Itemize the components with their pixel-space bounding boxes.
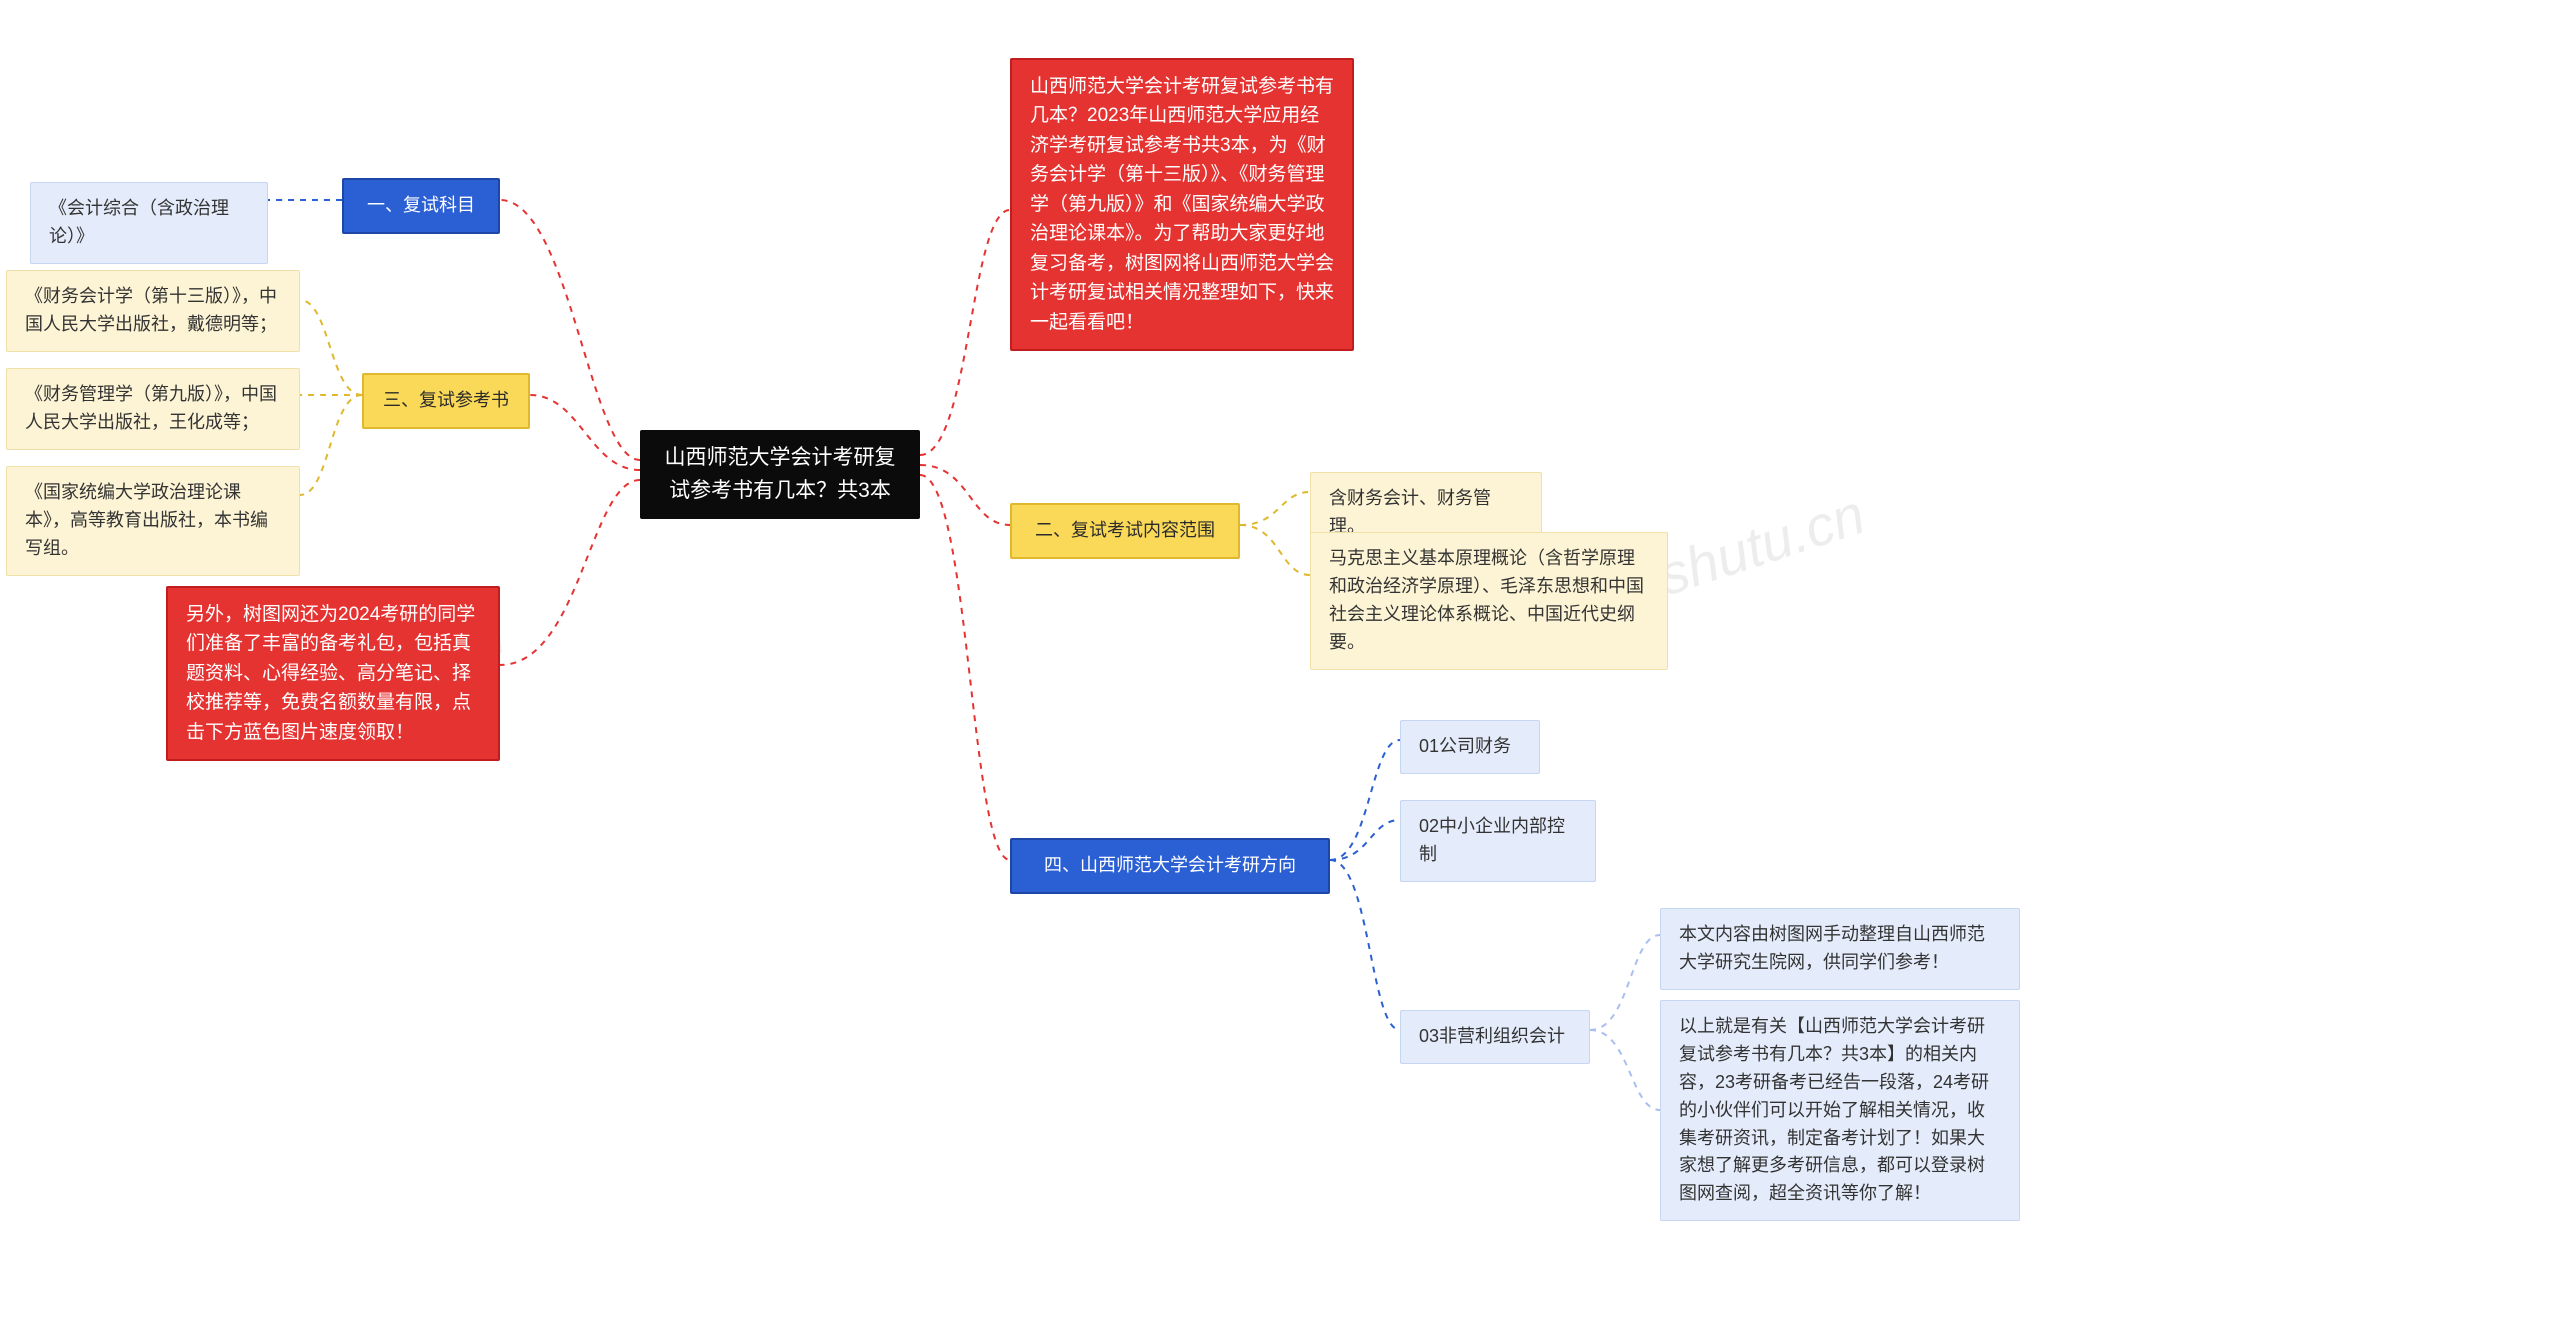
r0-intro-block: 山西师范大学会计考研复试参考书有几本？2023年山西师范大学应用经济学考研复试参…	[1010, 58, 1354, 351]
l1b-leaf-3: 《国家统编大学政治理论课本》，高等教育出版社，本书编写组。	[6, 466, 300, 576]
l1b-leaf-1: 《财务会计学（第十三版）》，中国人民大学出版社，戴德明等；	[6, 270, 300, 352]
root-node: 山西师范大学会计考研复 试参考书有几本？共3本	[640, 430, 920, 519]
r2-child-1: 01公司财务	[1400, 720, 1540, 774]
r2c3-leaf-2: 以上就是有关【山西师范大学会计考研复试参考书有几本？共3本】的相关内容，23考研…	[1660, 1000, 2020, 1221]
l1-section-1: 一、复试科目	[342, 178, 500, 234]
r2c3-leaf-1: 本文内容由树图网手动整理自山西师范大学研究生院网，供同学们参考！	[1660, 908, 2020, 990]
l1-section-3: 三、复试参考书	[362, 373, 530, 429]
r2-section-4: 四、山西师范大学会计考研方向	[1010, 838, 1330, 894]
r2-child-3: 03非营利组织会计	[1400, 1010, 1590, 1064]
r1-leaf-2: 马克思主义基本原理概论（含哲学原理和政治经济学原理）、毛泽东思想和中国社会主义理…	[1310, 532, 1668, 670]
r2-child-2: 02中小企业内部控制	[1400, 800, 1596, 882]
l1-promo-block: 另外，树图网还为2024考研的同学们准备了丰富的备考礼包，包括真题资料、心得经验…	[166, 586, 500, 761]
l1b-leaf-2: 《财务管理学（第九版）》，中国人民大学出版社，王化成等；	[6, 368, 300, 450]
l1a-leaf: 《会计综合（含政治理论）》	[30, 182, 268, 264]
r1-section-2: 二、复试考试内容范围	[1010, 503, 1240, 559]
